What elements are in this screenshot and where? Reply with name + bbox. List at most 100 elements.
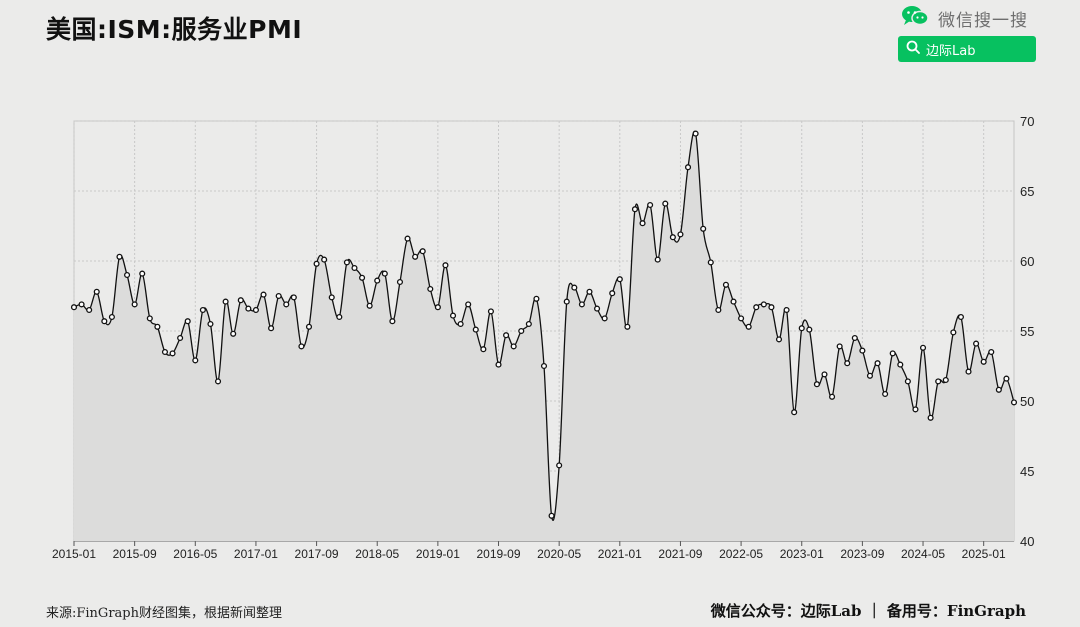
data-point xyxy=(93,288,100,295)
data-point xyxy=(609,290,616,297)
data-point xyxy=(715,306,722,314)
data-point xyxy=(222,298,229,305)
data-point xyxy=(601,315,608,322)
data-point xyxy=(366,302,373,309)
x-tick-label: 2024-05 xyxy=(901,547,945,561)
data-point xyxy=(904,378,911,385)
data-point xyxy=(480,346,487,353)
y-tick-label: 45 xyxy=(1020,464,1034,479)
data-point xyxy=(942,376,949,384)
y-tick-label: 65 xyxy=(1020,184,1034,199)
data-point xyxy=(298,343,305,350)
data-point xyxy=(381,270,388,277)
data-point xyxy=(783,306,790,314)
data-point xyxy=(844,360,851,367)
data-point xyxy=(275,292,282,300)
data-point xyxy=(882,390,889,398)
data-point xyxy=(442,262,449,269)
data-point xyxy=(268,325,275,332)
data-point xyxy=(101,318,108,325)
data-point xyxy=(457,320,464,328)
data-point xyxy=(700,225,707,232)
data-point xyxy=(662,200,669,207)
data-point xyxy=(730,298,737,305)
x-tick-label: 2017-01 xyxy=(234,547,278,561)
data-point xyxy=(791,409,798,416)
data-point xyxy=(321,256,328,263)
data-point xyxy=(510,343,517,350)
data-point xyxy=(571,284,578,291)
data-point xyxy=(146,315,153,322)
data-point xyxy=(707,259,714,266)
data-point xyxy=(980,358,987,365)
credit-note: 微信公众号：边际Lab ｜ 备用号：FinGraph xyxy=(710,602,1026,620)
data-point xyxy=(859,347,866,354)
data-point xyxy=(328,294,335,301)
data-point xyxy=(305,323,313,330)
wechat-search-logo: 微信搜一搜 xyxy=(900,4,1028,32)
x-tick-label: 2020-05 xyxy=(537,547,581,561)
data-point xyxy=(1003,375,1010,382)
search-button-label: 边际Lab xyxy=(926,43,976,59)
data-point xyxy=(192,357,199,364)
data-point xyxy=(965,368,972,375)
data-point xyxy=(760,301,767,308)
data-point xyxy=(745,323,752,330)
data-point xyxy=(654,256,661,263)
data-point xyxy=(639,220,646,227)
data-point xyxy=(184,318,191,325)
data-point xyxy=(230,330,237,337)
data-point xyxy=(624,323,631,330)
data-point xyxy=(692,130,699,137)
data-point xyxy=(768,304,775,311)
y-tick-label: 70 xyxy=(1020,114,1034,129)
data-point xyxy=(404,235,411,242)
data-point xyxy=(647,201,654,209)
data-point xyxy=(472,326,479,333)
data-point xyxy=(851,334,858,342)
data-point xyxy=(988,348,995,356)
data-point xyxy=(449,312,457,319)
search-button[interactable]: 边际Lab xyxy=(898,36,1036,62)
x-tick-label: 2023-01 xyxy=(780,547,824,561)
data-point xyxy=(631,206,639,213)
data-point xyxy=(677,231,684,238)
data-point xyxy=(753,304,760,311)
data-point xyxy=(86,306,93,314)
x-tick-label: 2019-01 xyxy=(416,547,460,561)
data-point xyxy=(836,343,843,350)
data-point xyxy=(237,297,244,304)
series-area xyxy=(74,131,1014,541)
data-point xyxy=(503,332,510,339)
data-point xyxy=(1010,399,1018,406)
data-point xyxy=(78,301,85,308)
data-point xyxy=(806,326,813,333)
wechat-icon xyxy=(900,4,930,32)
data-point xyxy=(495,361,502,368)
data-point xyxy=(927,414,934,421)
data-point xyxy=(351,264,358,272)
data-point xyxy=(389,318,396,325)
data-point xyxy=(116,253,123,260)
data-point xyxy=(874,360,881,367)
data-point xyxy=(427,285,434,293)
data-point xyxy=(374,277,381,284)
data-point xyxy=(518,327,525,335)
data-point xyxy=(821,371,828,378)
data-point xyxy=(154,323,161,330)
data-point xyxy=(594,305,601,312)
data-point xyxy=(434,304,441,311)
data-point xyxy=(214,378,222,385)
wechat-search-label: 微信搜一搜 xyxy=(938,10,1028,31)
source-note: 来源:FinGraph财经图集，根据新闻整理 xyxy=(46,606,282,621)
data-point xyxy=(722,281,729,288)
data-point xyxy=(973,340,980,347)
data-point xyxy=(169,350,176,357)
x-tick-label: 2023-09 xyxy=(840,547,884,561)
y-tick-label: 50 xyxy=(1020,394,1034,409)
data-point xyxy=(578,301,585,308)
data-point xyxy=(139,270,146,277)
data-point xyxy=(260,291,267,298)
x-tick-label: 2015-01 xyxy=(52,547,96,561)
x-tick-label: 2016-05 xyxy=(173,547,217,561)
